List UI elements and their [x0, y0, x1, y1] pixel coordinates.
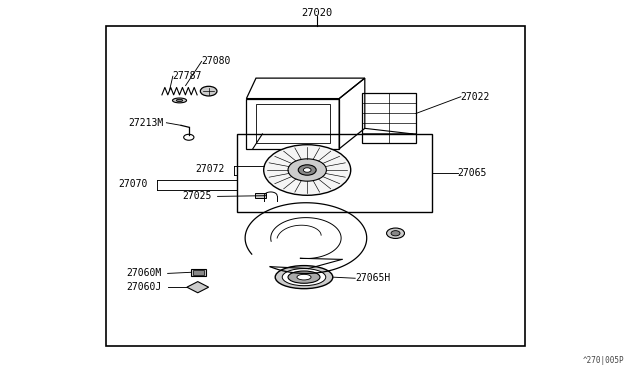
Text: 27020: 27020: [301, 8, 332, 18]
Text: 27060J: 27060J: [126, 282, 161, 292]
Bar: [246, 99, 339, 149]
Bar: [362, 93, 416, 143]
Text: 27025: 27025: [182, 192, 212, 201]
Text: 27787: 27787: [173, 71, 202, 81]
Circle shape: [298, 165, 316, 175]
Text: 27213M: 27213M: [128, 118, 163, 128]
Bar: [256, 104, 330, 143]
Text: 27072: 27072: [195, 164, 225, 174]
Ellipse shape: [177, 99, 183, 102]
Text: 27060M: 27060M: [126, 269, 161, 278]
Circle shape: [200, 86, 217, 96]
Circle shape: [391, 231, 400, 236]
Ellipse shape: [288, 271, 320, 283]
Text: 27022: 27022: [461, 92, 490, 102]
Circle shape: [288, 159, 326, 181]
Circle shape: [264, 145, 351, 195]
Text: 27080: 27080: [202, 57, 231, 66]
Bar: [237, 134, 432, 212]
Circle shape: [303, 168, 311, 172]
Ellipse shape: [297, 275, 311, 280]
Polygon shape: [187, 282, 209, 293]
Bar: [193, 270, 204, 275]
Bar: [191, 269, 206, 276]
Bar: [255, 193, 266, 198]
Circle shape: [387, 228, 404, 238]
Ellipse shape: [275, 266, 333, 289]
Ellipse shape: [173, 98, 187, 103]
Ellipse shape: [282, 269, 326, 286]
Text: 27065: 27065: [458, 168, 487, 178]
Text: 27070: 27070: [118, 179, 148, 189]
Text: ^270|005P: ^270|005P: [582, 356, 624, 365]
Bar: [106, 26, 525, 346]
Text: 27065H: 27065H: [355, 273, 390, 283]
